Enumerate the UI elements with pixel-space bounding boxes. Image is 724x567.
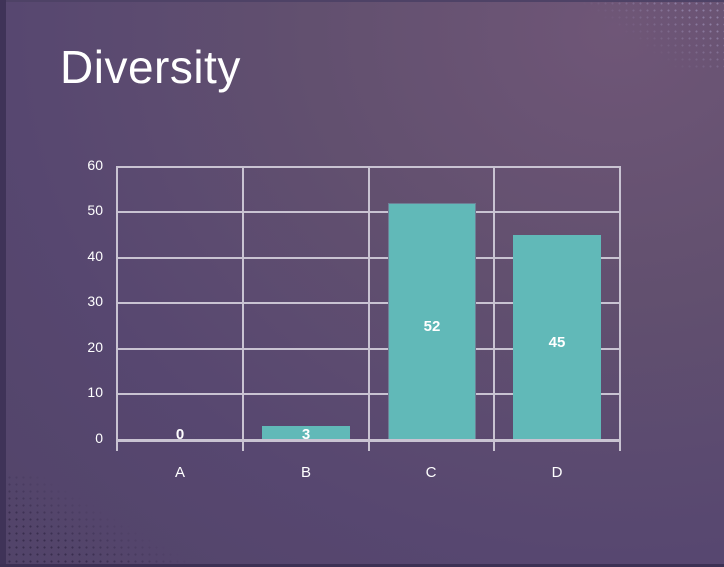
decorative-dots-bottom-left [6, 474, 196, 564]
x-category-label-A: A [174, 464, 185, 481]
bar-D [513, 235, 601, 440]
y-tick-label: 60 [87, 157, 103, 173]
x-axis-line [117, 439, 621, 442]
category-divider [242, 166, 244, 451]
slide-edge-left [0, 0, 6, 567]
slide-title: Diversity [60, 41, 241, 93]
y-tick-label: 30 [87, 293, 103, 309]
y-tick-label: 20 [87, 339, 103, 355]
x-category-label-B: B [300, 464, 311, 481]
bar-C [388, 203, 476, 440]
y-tick-label: 50 [87, 202, 103, 218]
category-divider [368, 166, 370, 451]
y-tick-label: 40 [87, 248, 103, 264]
bar-value-label-A: 0 [175, 426, 185, 443]
bar-value-label-C: 52 [423, 318, 441, 335]
y-tick-label: 0 [95, 430, 103, 446]
bar-value-label-D: 45 [548, 334, 566, 351]
category-divider [493, 166, 495, 451]
y-tick-label: 10 [87, 384, 103, 400]
plot-right-border [619, 166, 621, 451]
slide-edge-bottom [0, 564, 724, 567]
bar-B [262, 426, 350, 440]
x-category-label-C: C [425, 464, 437, 481]
slide-edge-top [0, 0, 724, 2]
decorative-dots-top-right [574, 0, 724, 70]
slide-background [6, 2, 724, 564]
bar-value-label-B: 3 [301, 426, 311, 443]
y-axis-line [116, 166, 118, 451]
x-category-label-D: D [551, 464, 563, 481]
